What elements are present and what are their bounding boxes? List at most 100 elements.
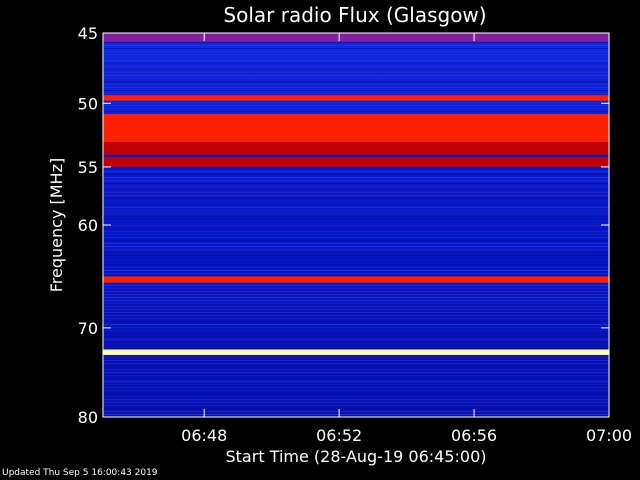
noise-stripe — [103, 222, 609, 223]
noise-stripe — [103, 321, 609, 322]
updated-timestamp: Updated Thu Sep 5 16:00:43 2019 — [2, 468, 158, 478]
noise-stripe — [103, 210, 609, 211]
band-3 — [103, 142, 609, 155]
noise-stripe — [103, 189, 609, 190]
noise-stripe — [103, 414, 609, 415]
noise-stripe — [103, 252, 609, 253]
noise-stripe — [103, 87, 609, 88]
noise-stripe — [103, 324, 609, 325]
noise-stripe — [103, 348, 609, 349]
noise-stripe — [103, 243, 609, 244]
noise-stripe — [103, 108, 609, 109]
noise-stripe — [103, 195, 609, 196]
noise-stripe — [103, 204, 609, 205]
noise-stripe — [103, 285, 609, 286]
x-axis: 06:48 06:52 06:56 07:00 — [181, 33, 632, 445]
y-tick-label: 60 — [78, 216, 98, 235]
noise-stripe — [103, 309, 609, 310]
x-tick-label: 06:52 — [316, 426, 362, 445]
noise-stripe — [103, 339, 609, 340]
noise-stripe — [103, 336, 609, 337]
y-axis-label: Frequency [MHz] — [47, 158, 66, 292]
noise-stripe — [103, 402, 609, 403]
noise-stripe — [103, 105, 609, 106]
noise-stripe — [103, 318, 609, 319]
noise-stripe — [103, 180, 609, 181]
noise-stripe — [103, 60, 609, 61]
noise-stripe — [103, 69, 609, 70]
y-tick-label: 70 — [78, 319, 98, 338]
x-axis-label: Start Time (28-Aug-19 06:45:00) — [226, 447, 487, 466]
noise-stripe — [103, 345, 609, 346]
band-6-core — [103, 351, 609, 354]
noise-stripe — [103, 177, 609, 178]
noise-stripe — [103, 396, 609, 397]
noise-stripe — [103, 48, 609, 49]
noise-stripe — [103, 294, 609, 295]
noise-stripe — [103, 75, 609, 76]
noise-stripe — [103, 366, 609, 367]
y-tick-label: 45 — [78, 24, 98, 43]
noise-stripe — [103, 171, 609, 172]
noise-stripe — [103, 405, 609, 406]
noise-stripe — [103, 399, 609, 400]
noise-stripe — [103, 54, 609, 55]
noise-stripe — [103, 237, 609, 238]
noise-stripe — [103, 216, 609, 217]
noise-stripe — [103, 42, 609, 43]
noise-stripe — [103, 174, 609, 175]
noise-stripe — [103, 261, 609, 262]
noise-stripe — [103, 168, 609, 169]
noise-stripe — [103, 201, 609, 202]
noise-stripe — [103, 186, 609, 187]
noise-stripe — [103, 240, 609, 241]
noise-stripe — [103, 258, 609, 259]
noise-stripe — [103, 297, 609, 298]
y-tick-label: 55 — [78, 158, 98, 177]
noise-stripe — [103, 255, 609, 256]
noise-stripe — [103, 213, 609, 214]
band-5 — [103, 276, 609, 283]
noise-stripe — [103, 234, 609, 235]
noise-stripe — [103, 267, 609, 268]
noise-stripe — [103, 330, 609, 331]
noise-stripe — [103, 225, 609, 226]
x-tick-label: 06:48 — [181, 426, 227, 445]
noise-stripe — [103, 369, 609, 370]
noise-stripe — [103, 102, 609, 103]
noise-stripe — [103, 390, 609, 391]
noise-stripe — [103, 375, 609, 376]
noise-stripe — [103, 51, 609, 52]
y-tick-label: 80 — [78, 408, 98, 427]
noise-stripe — [103, 411, 609, 412]
noise-stripe — [103, 228, 609, 229]
noise-stripe — [103, 363, 609, 364]
noise-stripe — [103, 63, 609, 64]
noise-stripe — [103, 219, 609, 220]
noise-stripe — [103, 156, 609, 157]
noise-stripe — [103, 78, 609, 79]
noise-stripe — [103, 183, 609, 184]
x-tick-label: 06:56 — [451, 426, 497, 445]
noise-stripe — [103, 291, 609, 292]
noise-stripe — [103, 246, 609, 247]
noise-stripe — [103, 357, 609, 358]
y-tick-label: 50 — [78, 94, 98, 113]
y-axis: 45 50 55 60 70 80 — [78, 24, 609, 427]
noise-stripe — [103, 249, 609, 250]
noise-stripe — [103, 84, 609, 85]
noise-stripe — [103, 408, 609, 409]
noise-stripe — [103, 381, 609, 382]
noise-stripe — [103, 312, 609, 313]
noise-stripe — [103, 303, 609, 304]
noise-stripe — [103, 45, 609, 46]
x-tick-label: 07:00 — [586, 426, 632, 445]
noise-stripe — [103, 342, 609, 343]
noise-stripe — [103, 72, 609, 73]
noise-stripe — [103, 327, 609, 328]
band-2 — [103, 113, 609, 143]
noise-stripe — [103, 57, 609, 58]
noise-stripe — [103, 384, 609, 385]
noise-stripe — [103, 81, 609, 82]
